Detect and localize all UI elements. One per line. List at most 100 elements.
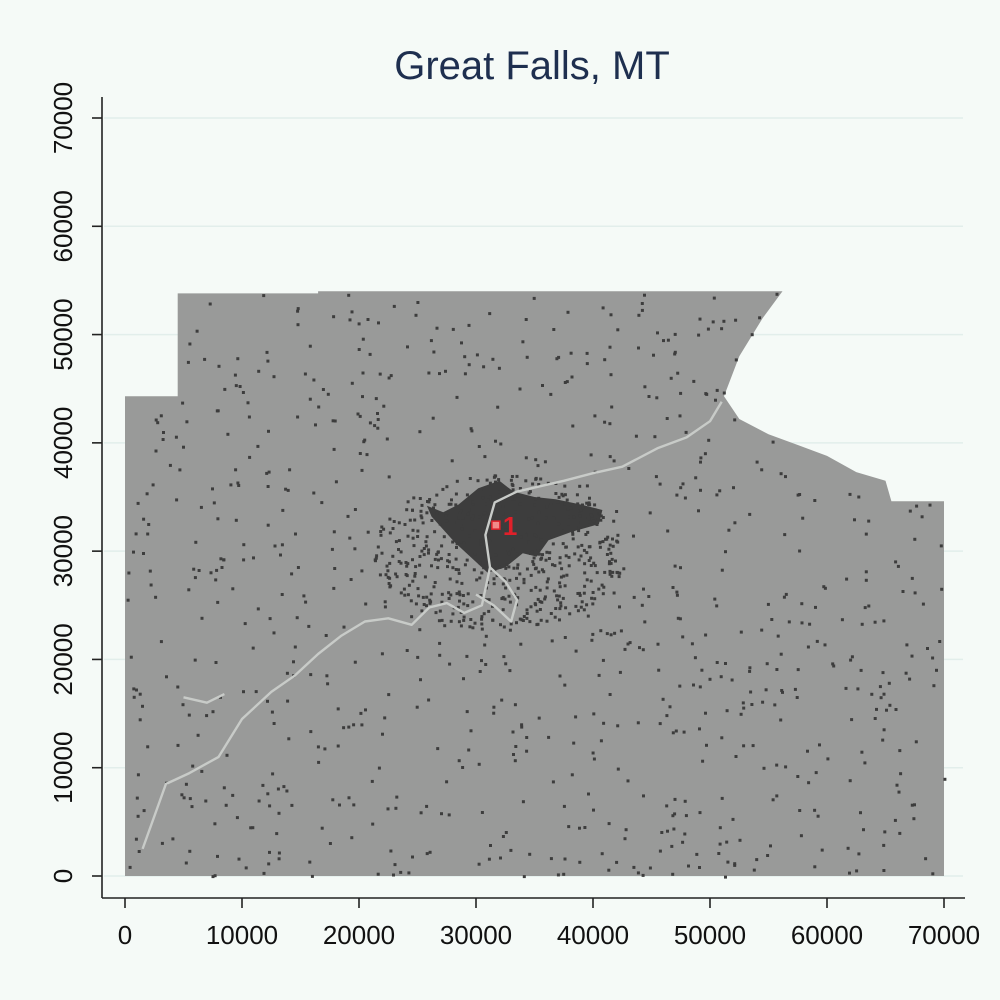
developed-cell-564 <box>674 729 678 733</box>
developed-cell-135 <box>648 511 652 515</box>
developed-cell-165 <box>658 722 662 726</box>
developed-cell-760 <box>348 318 352 322</box>
developed-cell-1069 <box>527 540 531 544</box>
developed-cell-1239 <box>531 482 535 486</box>
developed-cell-315 <box>647 595 651 598</box>
developed-cell-727 <box>267 470 271 474</box>
developed-cell-509 <box>618 605 621 609</box>
developed-cell-460 <box>504 831 508 834</box>
developed-cell-198 <box>383 600 387 604</box>
developed-cell-1219 <box>399 591 403 595</box>
developed-cell-397 <box>599 629 603 633</box>
developed-cell-1292 <box>582 548 586 552</box>
developed-cell-102 <box>159 640 163 644</box>
developed-cell-552 <box>848 871 851 875</box>
developed-cell-125 <box>251 826 255 830</box>
developed-cell-664 <box>699 460 702 464</box>
developed-cell-1148 <box>480 615 484 619</box>
developed-cell-313 <box>727 528 731 532</box>
developed-cell-1287 <box>518 617 522 621</box>
developed-cell-484 <box>321 388 325 391</box>
x-tick-label-5: 50000 <box>674 920 746 950</box>
developed-cell-1234 <box>615 570 619 574</box>
developed-cell-1029 <box>611 544 615 548</box>
developed-cell-359 <box>512 753 515 756</box>
developed-cell-195 <box>585 362 589 366</box>
developed-cell-862 <box>473 552 477 556</box>
developed-cell-593 <box>237 857 241 861</box>
developed-cell-124 <box>751 744 755 748</box>
developed-cell-1262 <box>467 508 471 512</box>
developed-cell-33 <box>565 380 569 384</box>
developed-cell-162 <box>436 747 440 751</box>
developed-cell-1305 <box>405 564 409 568</box>
developed-cell-149 <box>208 302 212 306</box>
developed-cell-414 <box>137 850 141 853</box>
developed-cell-605 <box>492 705 496 709</box>
developed-cell-801 <box>576 545 580 549</box>
developed-cell-761 <box>399 870 403 874</box>
developed-cell-151 <box>715 388 719 392</box>
developed-cell-75 <box>407 871 411 875</box>
developed-cell-208 <box>350 836 354 840</box>
developed-cell-890 <box>577 529 581 533</box>
developed-cell-1244 <box>522 615 526 618</box>
developed-cell-670 <box>361 371 365 375</box>
developed-cell-55 <box>132 687 136 691</box>
developed-cell-716 <box>857 852 861 856</box>
developed-cell-867 <box>440 544 444 548</box>
developed-cell-186 <box>552 328 556 331</box>
developed-cell-722 <box>898 831 902 835</box>
developed-cell-99 <box>608 693 612 696</box>
developed-cell-911 <box>408 518 412 522</box>
developed-cell-1102 <box>392 520 396 523</box>
developed-cell-597 <box>282 785 286 789</box>
developed-cell-906 <box>558 618 561 622</box>
developed-cell-686 <box>641 648 645 652</box>
developed-cell-362 <box>194 540 198 544</box>
developed-cell-443 <box>632 595 636 599</box>
developed-cell-1229 <box>483 511 487 515</box>
developed-cell-737 <box>383 605 387 609</box>
developed-cell-757 <box>715 604 719 608</box>
developed-cell-420 <box>537 716 541 720</box>
developed-cell-1202 <box>545 580 549 584</box>
developed-cell-123 <box>701 759 705 763</box>
developed-cell-398 <box>885 708 888 712</box>
developed-cell-440 <box>296 307 300 311</box>
developed-cell-702 <box>256 444 260 448</box>
developed-cell-952 <box>509 622 513 626</box>
developed-cell-991 <box>416 587 420 591</box>
developed-cell-889 <box>551 542 555 546</box>
developed-cell-1031 <box>563 584 567 588</box>
developed-cell-34 <box>627 467 631 470</box>
developed-cell-426 <box>856 687 860 691</box>
developed-cell-557 <box>715 493 719 497</box>
developed-cell-433 <box>908 509 912 513</box>
developed-cell-250 <box>246 401 250 405</box>
developed-cell-283 <box>698 317 702 321</box>
developed-cell-79 <box>755 460 759 464</box>
developed-cell-242 <box>870 692 874 696</box>
developed-cell-825 <box>608 455 612 459</box>
developed-cell-668 <box>578 484 582 488</box>
developed-cell-612 <box>465 710 469 714</box>
developed-cell-378 <box>509 848 513 852</box>
developed-cell-523 <box>205 714 209 718</box>
developed-cell-105 <box>465 654 469 658</box>
developed-cell-475 <box>647 395 651 398</box>
developed-cell-234 <box>419 678 422 682</box>
developed-cell-148 <box>392 873 395 877</box>
developed-cell-466 <box>394 572 398 576</box>
developed-cell-227 <box>129 655 133 659</box>
developed-cell-796 <box>585 484 589 488</box>
developed-cell-1144 <box>447 597 451 600</box>
developed-cell-1235 <box>433 503 437 507</box>
developed-cell-658 <box>714 398 717 402</box>
developed-cell-1171 <box>466 512 470 516</box>
developed-cell-88 <box>374 397 378 401</box>
developed-cell-566 <box>279 553 282 557</box>
developed-cell-127 <box>516 586 520 590</box>
developed-cell-137 <box>605 553 609 556</box>
developed-cell-1134 <box>494 480 497 484</box>
